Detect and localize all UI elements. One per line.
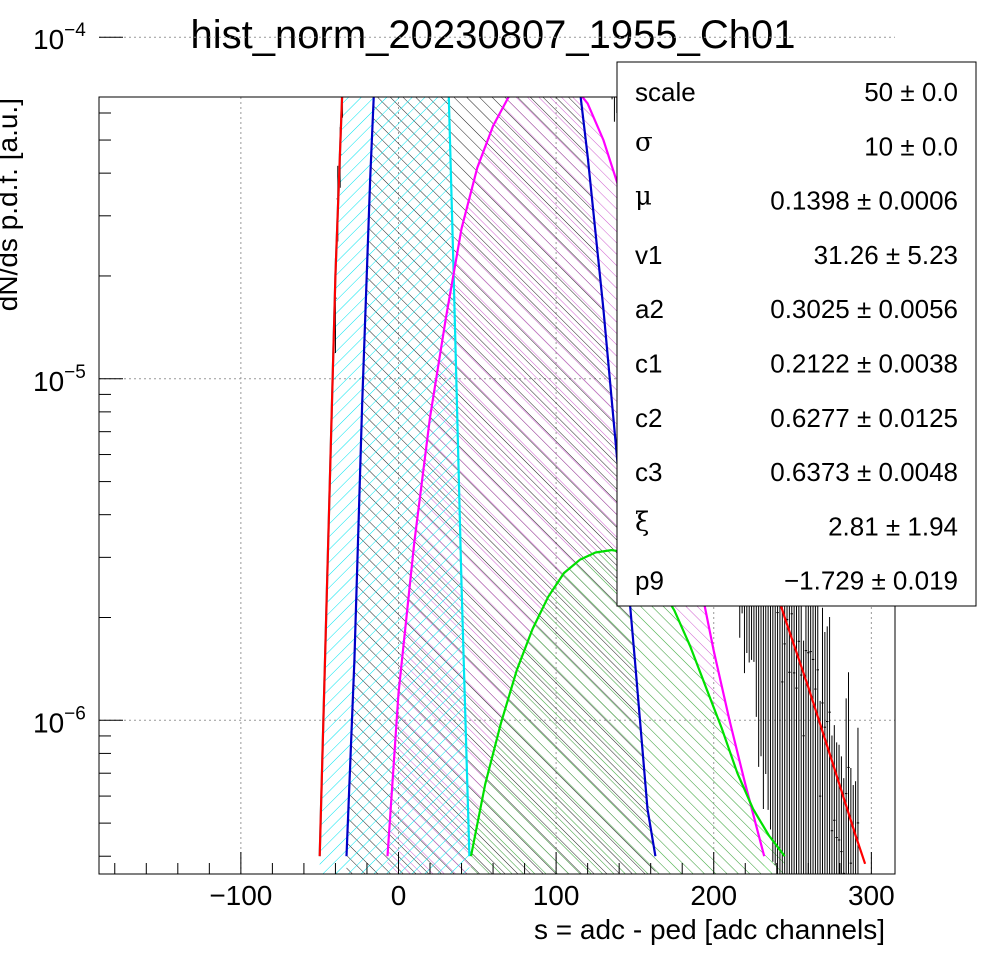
pedestal_component-fill [319, 97, 470, 874]
chart-title: hist_norm_20230807_1955_Ch01 [191, 13, 796, 57]
x-axis-label: s = adc - ped [adc channels] [534, 914, 885, 945]
stat-value: 10 ± 0.0 [864, 131, 958, 161]
x-tick-label: 0 [391, 880, 407, 911]
stat-value: 0.6373 ± 0.0048 [770, 457, 958, 487]
x-tick-label: 200 [690, 880, 737, 911]
stat-name: p9 [635, 566, 664, 596]
stat-name: σ [635, 127, 653, 157]
stat-value: −1.729 ± 0.019 [784, 566, 958, 596]
stat-value: 31.26 ± 5.23 [814, 240, 958, 270]
x-tick-label: −100 [209, 880, 272, 911]
stat-value: 0.1398 ± 0.0006 [770, 186, 958, 216]
x-tick-label: 100 [533, 880, 580, 911]
stat-name: μ [635, 182, 652, 212]
y-tick-label: 10−6 [33, 703, 86, 738]
stat-value: 0.6277 ± 0.0125 [770, 403, 958, 433]
stat-value: 0.3025 ± 0.0056 [770, 294, 958, 324]
stat-name: c1 [635, 349, 662, 379]
stats-box: scale 50 ± 0.0 σ 10 ± 0.0 μ 0.1398 ± 0.0006 v1… [616, 61, 977, 607]
stats-box-frame [616, 61, 977, 607]
y-axis-label: dN/ds p.d.f. [a.u.] [0, 98, 23, 311]
stat-name: c3 [635, 457, 662, 487]
stat-name: scale [635, 77, 696, 107]
single_pe_component-curve [345, 97, 657, 857]
stat-name: v1 [635, 240, 662, 270]
y-tick-label: 10−5 [33, 362, 86, 397]
triple_pe_component-fill [471, 550, 785, 874]
pedestal_component-curve [318, 97, 471, 857]
stat-value: 0.2122 ± 0.0038 [770, 349, 958, 379]
stat-name: a2 [635, 294, 664, 324]
stat-name: ξ [635, 507, 649, 537]
y-tick-label: 10−4 [33, 20, 86, 55]
component-fills [319, 97, 785, 874]
stat-value: 50 ± 0.0 [864, 77, 958, 107]
stat-value: 2.81 ± 1.94 [828, 511, 958, 541]
stat-name: c2 [635, 403, 662, 433]
x-tick-label: 300 [848, 880, 895, 911]
